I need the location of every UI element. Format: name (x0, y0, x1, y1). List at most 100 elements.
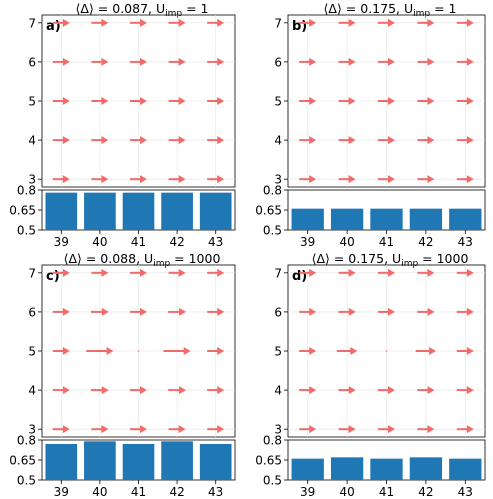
arrow-head (466, 347, 474, 355)
bar-y-tick-label: 0.5 (263, 224, 282, 238)
bar-x-tick-label: 42 (169, 485, 184, 499)
bar-x-tick-label: 40 (92, 485, 107, 499)
arrow-head (427, 57, 435, 66)
arrow-head (217, 136, 225, 145)
arrow-head (388, 268, 395, 277)
bar-y-tick-label: 0.65 (255, 454, 282, 468)
arrow-head (178, 425, 186, 434)
arrow (130, 425, 147, 434)
arrow-head (140, 57, 147, 66)
bar-x-tick-label: 40 (339, 485, 354, 499)
y-tick-label: 3 (28, 173, 36, 187)
arrow (52, 97, 70, 105)
arrow (91, 57, 109, 66)
arrow (336, 347, 358, 355)
panel-title: ⟨Δ⟩ = 0.087, Uimp = 1 (76, 1, 209, 19)
bar (449, 208, 482, 230)
arrow-head (101, 425, 109, 434)
bar (161, 192, 193, 230)
arrow (338, 18, 356, 27)
arrow-head (388, 97, 395, 105)
bar-y-tick-label: 0.65 (255, 204, 282, 218)
arrow-head (217, 268, 225, 277)
bar (122, 444, 155, 480)
bar (409, 457, 443, 480)
panel-d: ⟨Δ⟩ = 0.175, Uimp = 1000 3 4 5 6 7 d) 0.8 0.65 0.… (255, 251, 486, 499)
bar-y-tick-label: 0.8 (263, 434, 282, 448)
arrow (338, 307, 356, 316)
bar (199, 192, 232, 230)
arrow (456, 175, 474, 184)
bar (84, 441, 116, 480)
arrow-head (348, 425, 356, 434)
arrow-head (466, 136, 474, 145)
arrow-head (309, 57, 317, 66)
arrow-head (101, 175, 109, 184)
arrow (299, 425, 317, 434)
bar-y-tick-label: 0.65 (9, 454, 36, 468)
arrow (417, 268, 435, 277)
bar (45, 444, 78, 480)
arrow-head (427, 307, 435, 316)
arrow-head (179, 307, 187, 316)
y-tick-label: 7 (274, 16, 282, 30)
bar (161, 441, 193, 480)
arrow-head (140, 386, 147, 395)
bar-y-tick-label: 0.5 (263, 474, 282, 488)
y-tick-label: 7 (28, 16, 36, 30)
arrow (417, 386, 435, 395)
arrow-head (309, 18, 317, 27)
panel-c: ⟨Δ⟩ = 0.088, Uimp = 1000 3 4 5 6 7 c) 0.8 0.65 0.… (9, 251, 236, 499)
arrow-head (217, 386, 225, 395)
arrow (338, 425, 356, 434)
arrow-head (101, 97, 109, 105)
arrow-head (140, 18, 147, 27)
arrow-head (101, 136, 109, 145)
arrow (378, 97, 395, 105)
bar (291, 458, 324, 480)
arrow (207, 386, 225, 395)
arrow-head (427, 136, 435, 145)
bar-y-tick-label: 0.8 (17, 434, 36, 448)
arrow (52, 18, 70, 27)
y-tick-label: 4 (28, 384, 36, 398)
arrow-head (101, 268, 109, 277)
arrow (52, 268, 70, 277)
arrow (338, 386, 356, 395)
panel-label: c) (46, 269, 60, 284)
y-tick-label: 3 (28, 423, 36, 437)
arrow-head (388, 136, 395, 145)
arrow-head (388, 386, 395, 395)
arrow (299, 347, 317, 355)
arrow (52, 307, 70, 316)
arrow (168, 57, 186, 66)
arrow (168, 175, 186, 184)
bar-x-tick-label: 43 (458, 235, 473, 249)
y-tick-label: 7 (28, 266, 36, 280)
y-tick-label: 4 (274, 384, 282, 398)
y-tick-label: 3 (274, 423, 282, 437)
arrow (90, 307, 109, 316)
arrow (417, 57, 435, 66)
arrow (378, 175, 395, 184)
arrow-head (466, 307, 474, 316)
arrow-head (178, 97, 186, 105)
bar-y-tick-label: 0.5 (17, 224, 36, 238)
arrow (91, 18, 109, 27)
arrow-head (217, 347, 225, 355)
arrow-head (178, 175, 186, 184)
arrow-head (101, 386, 109, 395)
arrow-head (427, 268, 435, 277)
arrow (299, 175, 317, 184)
bar-x-tick-label: 43 (208, 235, 223, 249)
panel-label: a) (46, 19, 61, 34)
arrow (207, 57, 225, 66)
arrow-head (217, 57, 225, 66)
y-tick-label: 6 (28, 305, 36, 319)
bar (449, 458, 482, 480)
arrow-head (178, 268, 186, 277)
arrow (168, 18, 186, 27)
arrow (52, 386, 70, 395)
arrow-head (388, 57, 395, 66)
arrow (90, 386, 109, 395)
